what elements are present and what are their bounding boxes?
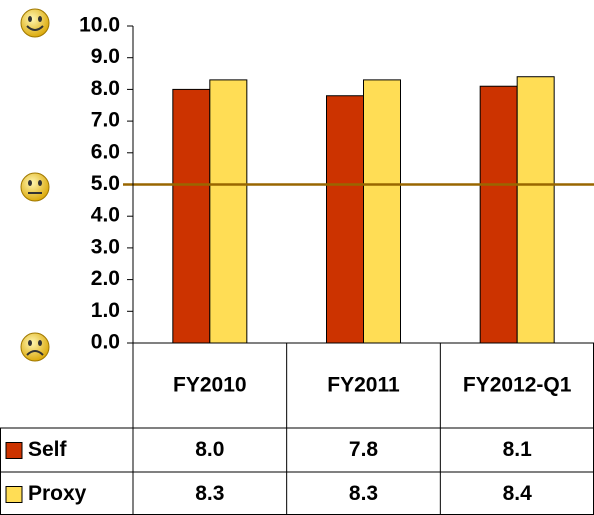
y-tick-label: 10.0 (79, 14, 120, 37)
legend-swatch (5, 442, 23, 459)
bar (479, 85, 518, 344)
bar (172, 88, 211, 344)
smiley-neutral (20, 172, 50, 202)
value-label: 8.1 (503, 438, 533, 461)
value-label: 7.8 (349, 438, 379, 461)
y-tick-label: 6.0 (91, 140, 120, 163)
legend-label: Proxy (28, 482, 87, 505)
legend-label: Self (28, 438, 68, 461)
y-tick-label: 4.0 (91, 204, 120, 227)
x-tick-label: FY2011 (327, 374, 400, 397)
value-label: 8.4 (503, 482, 533, 505)
y-tick-label: 2.0 (91, 267, 120, 290)
value-label: 8.3 (349, 482, 378, 505)
y-tick-label: 0.0 (91, 331, 120, 354)
value-label: 8.0 (195, 438, 224, 461)
bar (209, 79, 248, 344)
smiley-sad (20, 332, 50, 362)
y-tick-label: 7.0 (91, 109, 120, 132)
y-tick-label: 1.0 (91, 299, 120, 322)
smiley-happy (20, 8, 50, 38)
y-tick-label: 9.0 (91, 45, 120, 68)
legend-swatch (5, 486, 23, 503)
x-tick-label: FY2010 (173, 374, 247, 397)
y-tick-label: 5.0 (91, 172, 120, 195)
value-label: 8.3 (195, 482, 224, 505)
bar (516, 76, 555, 344)
y-tick-label: 8.0 (91, 77, 120, 100)
y-tick-label: 3.0 (91, 235, 120, 258)
bar (363, 79, 401, 344)
bar (326, 95, 364, 344)
x-tick-label: FY2012-Q1 (463, 374, 572, 397)
